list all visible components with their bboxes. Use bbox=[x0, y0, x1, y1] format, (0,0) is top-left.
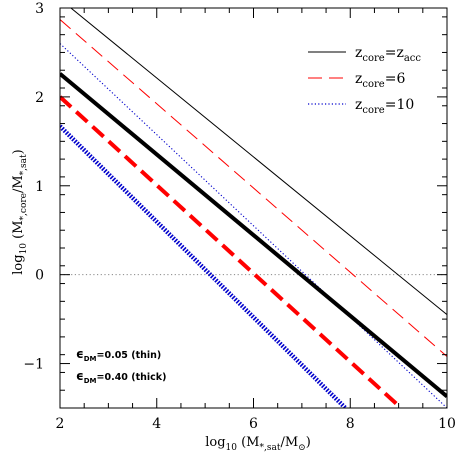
x-tick-label: 2 bbox=[56, 416, 65, 432]
annotation-1: ϵDM=0.40 (thick) bbox=[76, 369, 166, 385]
legend-label-1: zcore=6 bbox=[355, 71, 405, 90]
legend: zcore=zacc zcore=6 zcore=10 bbox=[308, 45, 421, 116]
annotations: ϵDM=0.05 (thin) ϵDM=0.40 (thick) bbox=[76, 347, 166, 385]
x-tick-label: 10 bbox=[438, 416, 456, 432]
y-tick-label: 0 bbox=[35, 268, 44, 284]
x-tick-label: 8 bbox=[346, 416, 355, 432]
series-line-4-thick bbox=[60, 95, 403, 408]
x-tick-label: 4 bbox=[152, 416, 161, 432]
legend-label-0: zcore=zacc bbox=[355, 45, 421, 64]
series-line-5-thick bbox=[60, 124, 347, 408]
x-tick-label: 6 bbox=[249, 416, 258, 432]
series-line-0-thin bbox=[70, 8, 447, 316]
series-line-1-thin bbox=[60, 19, 447, 357]
y-tick-label: 2 bbox=[35, 90, 44, 106]
legend-label-2: zcore=10 bbox=[355, 97, 414, 116]
x-axis-label: log10 (M*,sat/M⊙) bbox=[205, 435, 311, 453]
annotation-0: ϵDM=0.05 (thin) bbox=[76, 347, 161, 363]
y-tick-label: −1 bbox=[23, 357, 44, 373]
series-line-3-thick bbox=[60, 72, 447, 398]
y-tick-label: 3 bbox=[35, 1, 44, 17]
y-axis-label: log10 (M*,core/M*,sat) bbox=[11, 149, 29, 274]
y-tick-label: 1 bbox=[35, 179, 44, 195]
series-line-2-thin bbox=[60, 43, 447, 408]
